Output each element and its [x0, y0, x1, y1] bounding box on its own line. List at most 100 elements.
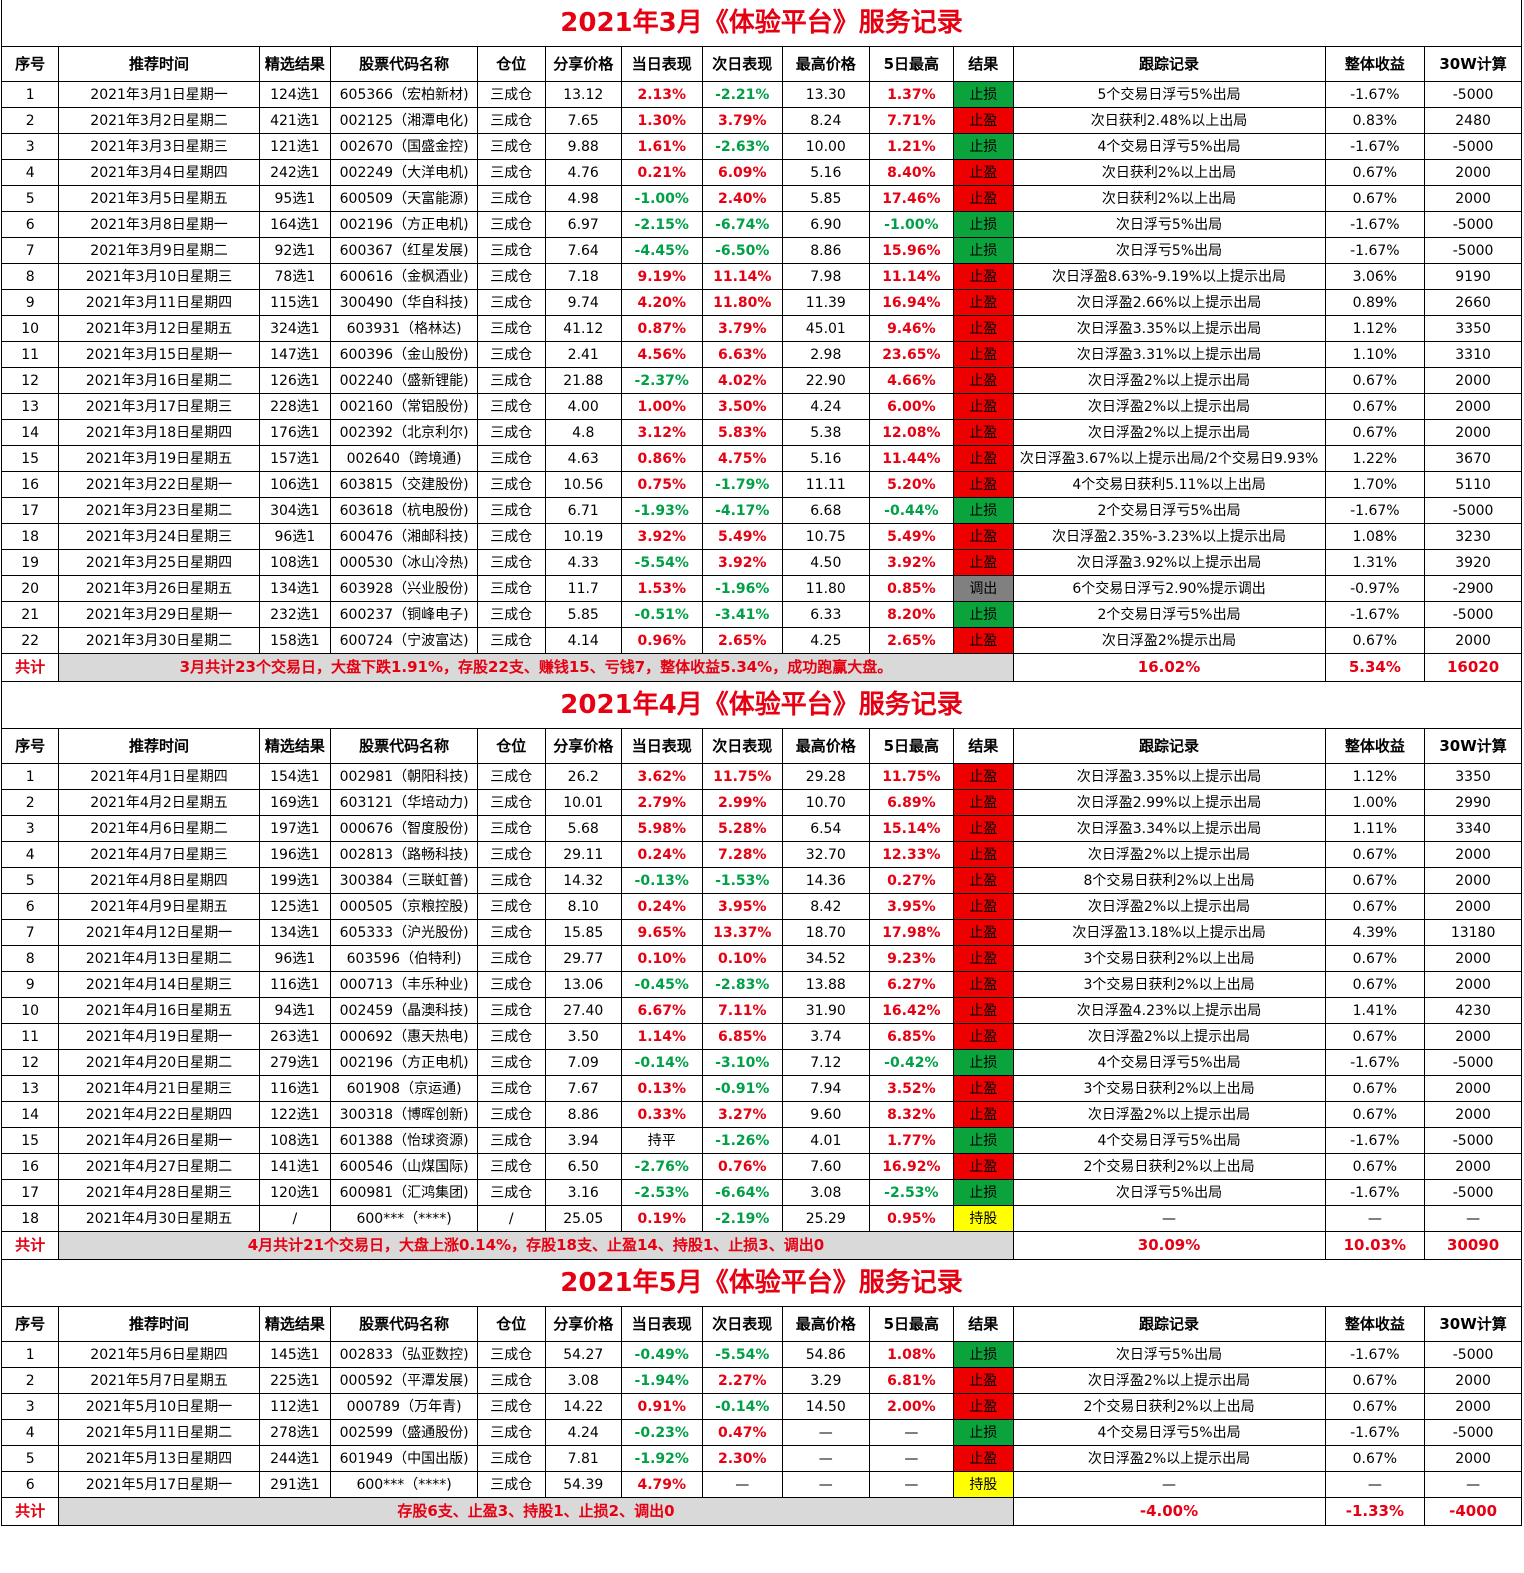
header-col-5day: 5日最高 [868, 1306, 955, 1342]
col-date: 2021年3月22日星期一 [58, 471, 260, 498]
col-pick: 158选1 [258, 627, 332, 654]
col-position: 三成仓 [477, 133, 546, 160]
col-high: 25.29 [782, 1205, 870, 1232]
col-result: 止损 [953, 1049, 1014, 1076]
col-result: 止盈 [953, 789, 1014, 816]
col-date: 2021年4月21日星期三 [58, 1075, 260, 1102]
col-gain: 1.00% [1324, 789, 1426, 816]
col-price: 13.12 [544, 81, 622, 108]
col-day2: -0.91% [701, 1075, 784, 1102]
col-stock: 002813（路畅科技) [330, 841, 479, 868]
col-day1: 0.33% [620, 1101, 703, 1128]
table-row: 13 2021年3月17日星期三 228选1 002160（常铝股份) 三成仓 4.00 1… [0, 393, 1522, 420]
col-high: 3.08 [782, 1179, 870, 1206]
col-gain: — [1324, 1205, 1426, 1232]
col-position: 三成仓 [477, 445, 546, 472]
col-calc: 2000 [1424, 159, 1522, 186]
col-position: 三成仓 [477, 549, 546, 576]
col-gain: 0.67% [1324, 1445, 1426, 1472]
col-result: 止损 [953, 1127, 1014, 1154]
col-high: 7.98 [782, 263, 870, 290]
col-high: 10.00 [782, 133, 870, 160]
col-index: 6 [0, 211, 60, 238]
col-index: 13 [0, 1075, 60, 1102]
col-index: 15 [0, 445, 60, 472]
col-pick: 244选1 [258, 1445, 332, 1472]
col-date: 2021年3月29日星期一 [58, 601, 260, 628]
table-row: 17 2021年4月28日星期三 120选1 600981（汇鸿集团) 三成仓 3.16-… [0, 1179, 1522, 1206]
col-stock: 603815（交建股份) [330, 471, 479, 498]
col-position: 三成仓 [477, 1101, 546, 1128]
header-col-stock: 股票代码名称 [330, 46, 479, 82]
col-price: 5.68 [544, 815, 622, 842]
col-track: 次日浮盈2%以上提示出局 [1012, 393, 1326, 420]
table-row: 14 2021年4月22日星期四 122选1 300318（博晖创新) 三成仓 8.86 0… [0, 1101, 1522, 1128]
col-pick: 96选1 [258, 945, 332, 972]
col-calc: 2000 [1424, 419, 1522, 446]
header-col-index: 序号 [0, 46, 60, 82]
col-calc: 9190 [1424, 263, 1522, 290]
col-result: 止盈 [953, 763, 1014, 790]
col-date: 2021年5月11日星期二 [58, 1419, 260, 1446]
table-row: 22 2021年3月30日星期二 158选1 600724（宁波富达) 三成仓 4.14 0… [0, 627, 1522, 654]
table-row: 2 2021年3月2日星期二 421选1 002125（湘潭电化) 三成仓 7.65 1.3… [0, 107, 1522, 134]
table-row: 2 2021年4月2日星期五 169选1 603121（华培动力) 三成仓 10.01 2.… [0, 789, 1522, 816]
col-calc: 2000 [1424, 1153, 1522, 1180]
col-high: 4.24 [782, 393, 870, 420]
col-calc: 2000 [1424, 945, 1522, 972]
col-5day: 0.95% [868, 1205, 955, 1232]
col-date: 2021年4月12日星期一 [58, 919, 260, 946]
col-stock: 600981（汇鸿集团) [330, 1179, 479, 1206]
col-index: 1 [0, 1341, 60, 1368]
col-stock: 600***（****) [330, 1471, 479, 1498]
col-gain: -0.97% [1324, 575, 1426, 602]
col-gain: 1.08% [1324, 523, 1426, 550]
table-row: 1 2021年4月1日星期四 154选1 002981（朝阳科技) 三成仓 26.2 3.6… [0, 763, 1522, 790]
col-track: 3个交易日获利2%以上出局 [1012, 971, 1326, 998]
col-gain: -1.67% [1324, 1049, 1426, 1076]
col-date: 2021年4月14日星期三 [58, 971, 260, 998]
col-date: 2021年3月25日星期四 [58, 549, 260, 576]
col-calc: -5000 [1424, 1049, 1522, 1076]
col-date: 2021年3月12日星期五 [58, 315, 260, 342]
col-position: 三成仓 [477, 1367, 546, 1394]
col-day2: -2.19% [701, 1205, 784, 1232]
col-track: 次日浮盈3.31%以上提示出局 [1012, 341, 1326, 368]
col-day2: 5.49% [701, 523, 784, 550]
col-gain: -1.67% [1324, 211, 1426, 238]
header-col-5day: 5日最高 [868, 46, 955, 82]
col-price: 21.88 [544, 367, 622, 394]
col-day2: -2.63% [701, 133, 784, 160]
col-gain: 1.12% [1324, 315, 1426, 342]
col-result: 止盈 [953, 523, 1014, 550]
col-price: 4.98 [544, 185, 622, 212]
col-index: 8 [0, 945, 60, 972]
col-stock: 000713（丰乐种业) [330, 971, 479, 998]
col-stock: 000592（平潭发展) [330, 1367, 479, 1394]
col-5day: 6.81% [868, 1367, 955, 1394]
col-track: 次日浮盈3.67%以上提示出局/2个交易日9.93% [1012, 445, 1326, 472]
header-col-date: 推荐时间 [58, 1306, 260, 1342]
col-track: 次日浮盈2%提示出局 [1012, 627, 1326, 654]
col-calc: 2000 [1424, 893, 1522, 920]
header-col-day1: 当日表现 [620, 728, 703, 764]
col-5day: 12.08% [868, 419, 955, 446]
col-date: 2021年3月8日星期一 [58, 211, 260, 238]
col-high: 29.28 [782, 763, 870, 790]
table-row: 11 2021年3月15日星期一 147选1 600396（金山股份) 三成仓 2.41 4… [0, 341, 1522, 368]
col-date: 2021年4月22日星期四 [58, 1101, 260, 1128]
col-result: 止损 [953, 497, 1014, 524]
header-col-result: 结果 [953, 728, 1014, 764]
col-day1: -1.93% [620, 497, 703, 524]
col-track: 次日浮亏5%出局 [1012, 1179, 1326, 1206]
col-stock: 300318（博晖创新) [330, 1101, 479, 1128]
col-day2: -6.50% [701, 237, 784, 264]
col-5day: — [868, 1445, 955, 1472]
col-index: 5 [0, 185, 60, 212]
col-pick: 134选1 [258, 919, 332, 946]
col-index: 3 [0, 1393, 60, 1420]
col-5day: 0.85% [868, 575, 955, 602]
table-row: 12 2021年3月16日星期二 126选1 002240（盛新锂能) 三成仓 21.88… [0, 367, 1522, 394]
col-day1: -1.94% [620, 1367, 703, 1394]
header-col-position: 仓位 [477, 728, 546, 764]
